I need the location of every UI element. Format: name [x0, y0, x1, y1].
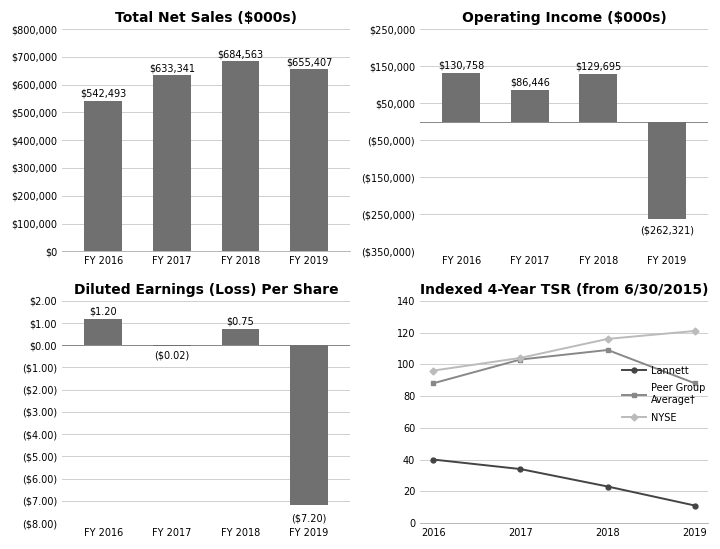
Title: Total Net Sales ($000s): Total Net Sales ($000s) — [115, 11, 297, 25]
Title: Operating Income ($000s): Operating Income ($000s) — [462, 11, 667, 25]
Bar — [84, 100, 122, 251]
Text: ($262,321): ($262,321) — [640, 225, 694, 235]
Bar — [222, 61, 259, 251]
Title: Diluted Earnings (Loss) Per Share: Diluted Earnings (Loss) Per Share — [74, 283, 338, 297]
Bar — [442, 73, 480, 122]
Lannett — [429, 456, 438, 463]
Text: $633,341: $633,341 — [149, 64, 195, 74]
NYSE — [603, 335, 612, 342]
Lannett — [690, 502, 699, 509]
Lannett — [516, 466, 525, 472]
Peer Group
Average† — [516, 356, 525, 363]
Bar — [222, 328, 259, 345]
Bar — [153, 75, 191, 251]
Text: ($0.02): ($0.02) — [154, 351, 189, 361]
Text: $86,446: $86,446 — [510, 77, 549, 87]
Text: $130,758: $130,758 — [438, 60, 485, 71]
Line: NYSE: NYSE — [431, 328, 698, 373]
NYSE — [690, 328, 699, 334]
Bar — [290, 345, 328, 505]
Text: $0.75: $0.75 — [227, 317, 254, 327]
Text: $655,407: $655,407 — [286, 57, 332, 68]
Text: $129,695: $129,695 — [575, 61, 621, 71]
Bar — [511, 89, 549, 122]
Peer Group
Average† — [690, 380, 699, 386]
Legend: Lannett, Peer Group
Average†, NYSE: Lannett, Peer Group Average†, NYSE — [618, 362, 709, 427]
Title: Indexed 4-Year TSR (from 6/30/2015): Indexed 4-Year TSR (from 6/30/2015) — [420, 283, 708, 297]
Text: $1.20: $1.20 — [89, 307, 117, 317]
NYSE — [429, 367, 438, 374]
Line: Lannett: Lannett — [431, 457, 698, 508]
Text: $684,563: $684,563 — [217, 49, 264, 59]
Bar — [84, 318, 122, 345]
Text: ($7.20): ($7.20) — [292, 513, 327, 523]
Text: $542,493: $542,493 — [80, 88, 127, 99]
NYSE — [516, 355, 525, 361]
Bar — [648, 122, 686, 219]
Bar — [580, 74, 617, 122]
Peer Group
Average† — [603, 347, 612, 354]
Lannett — [603, 483, 612, 490]
Peer Group
Average† — [429, 380, 438, 386]
Bar — [290, 69, 328, 251]
Line: Peer Group
Average†: Peer Group Average† — [431, 348, 698, 386]
